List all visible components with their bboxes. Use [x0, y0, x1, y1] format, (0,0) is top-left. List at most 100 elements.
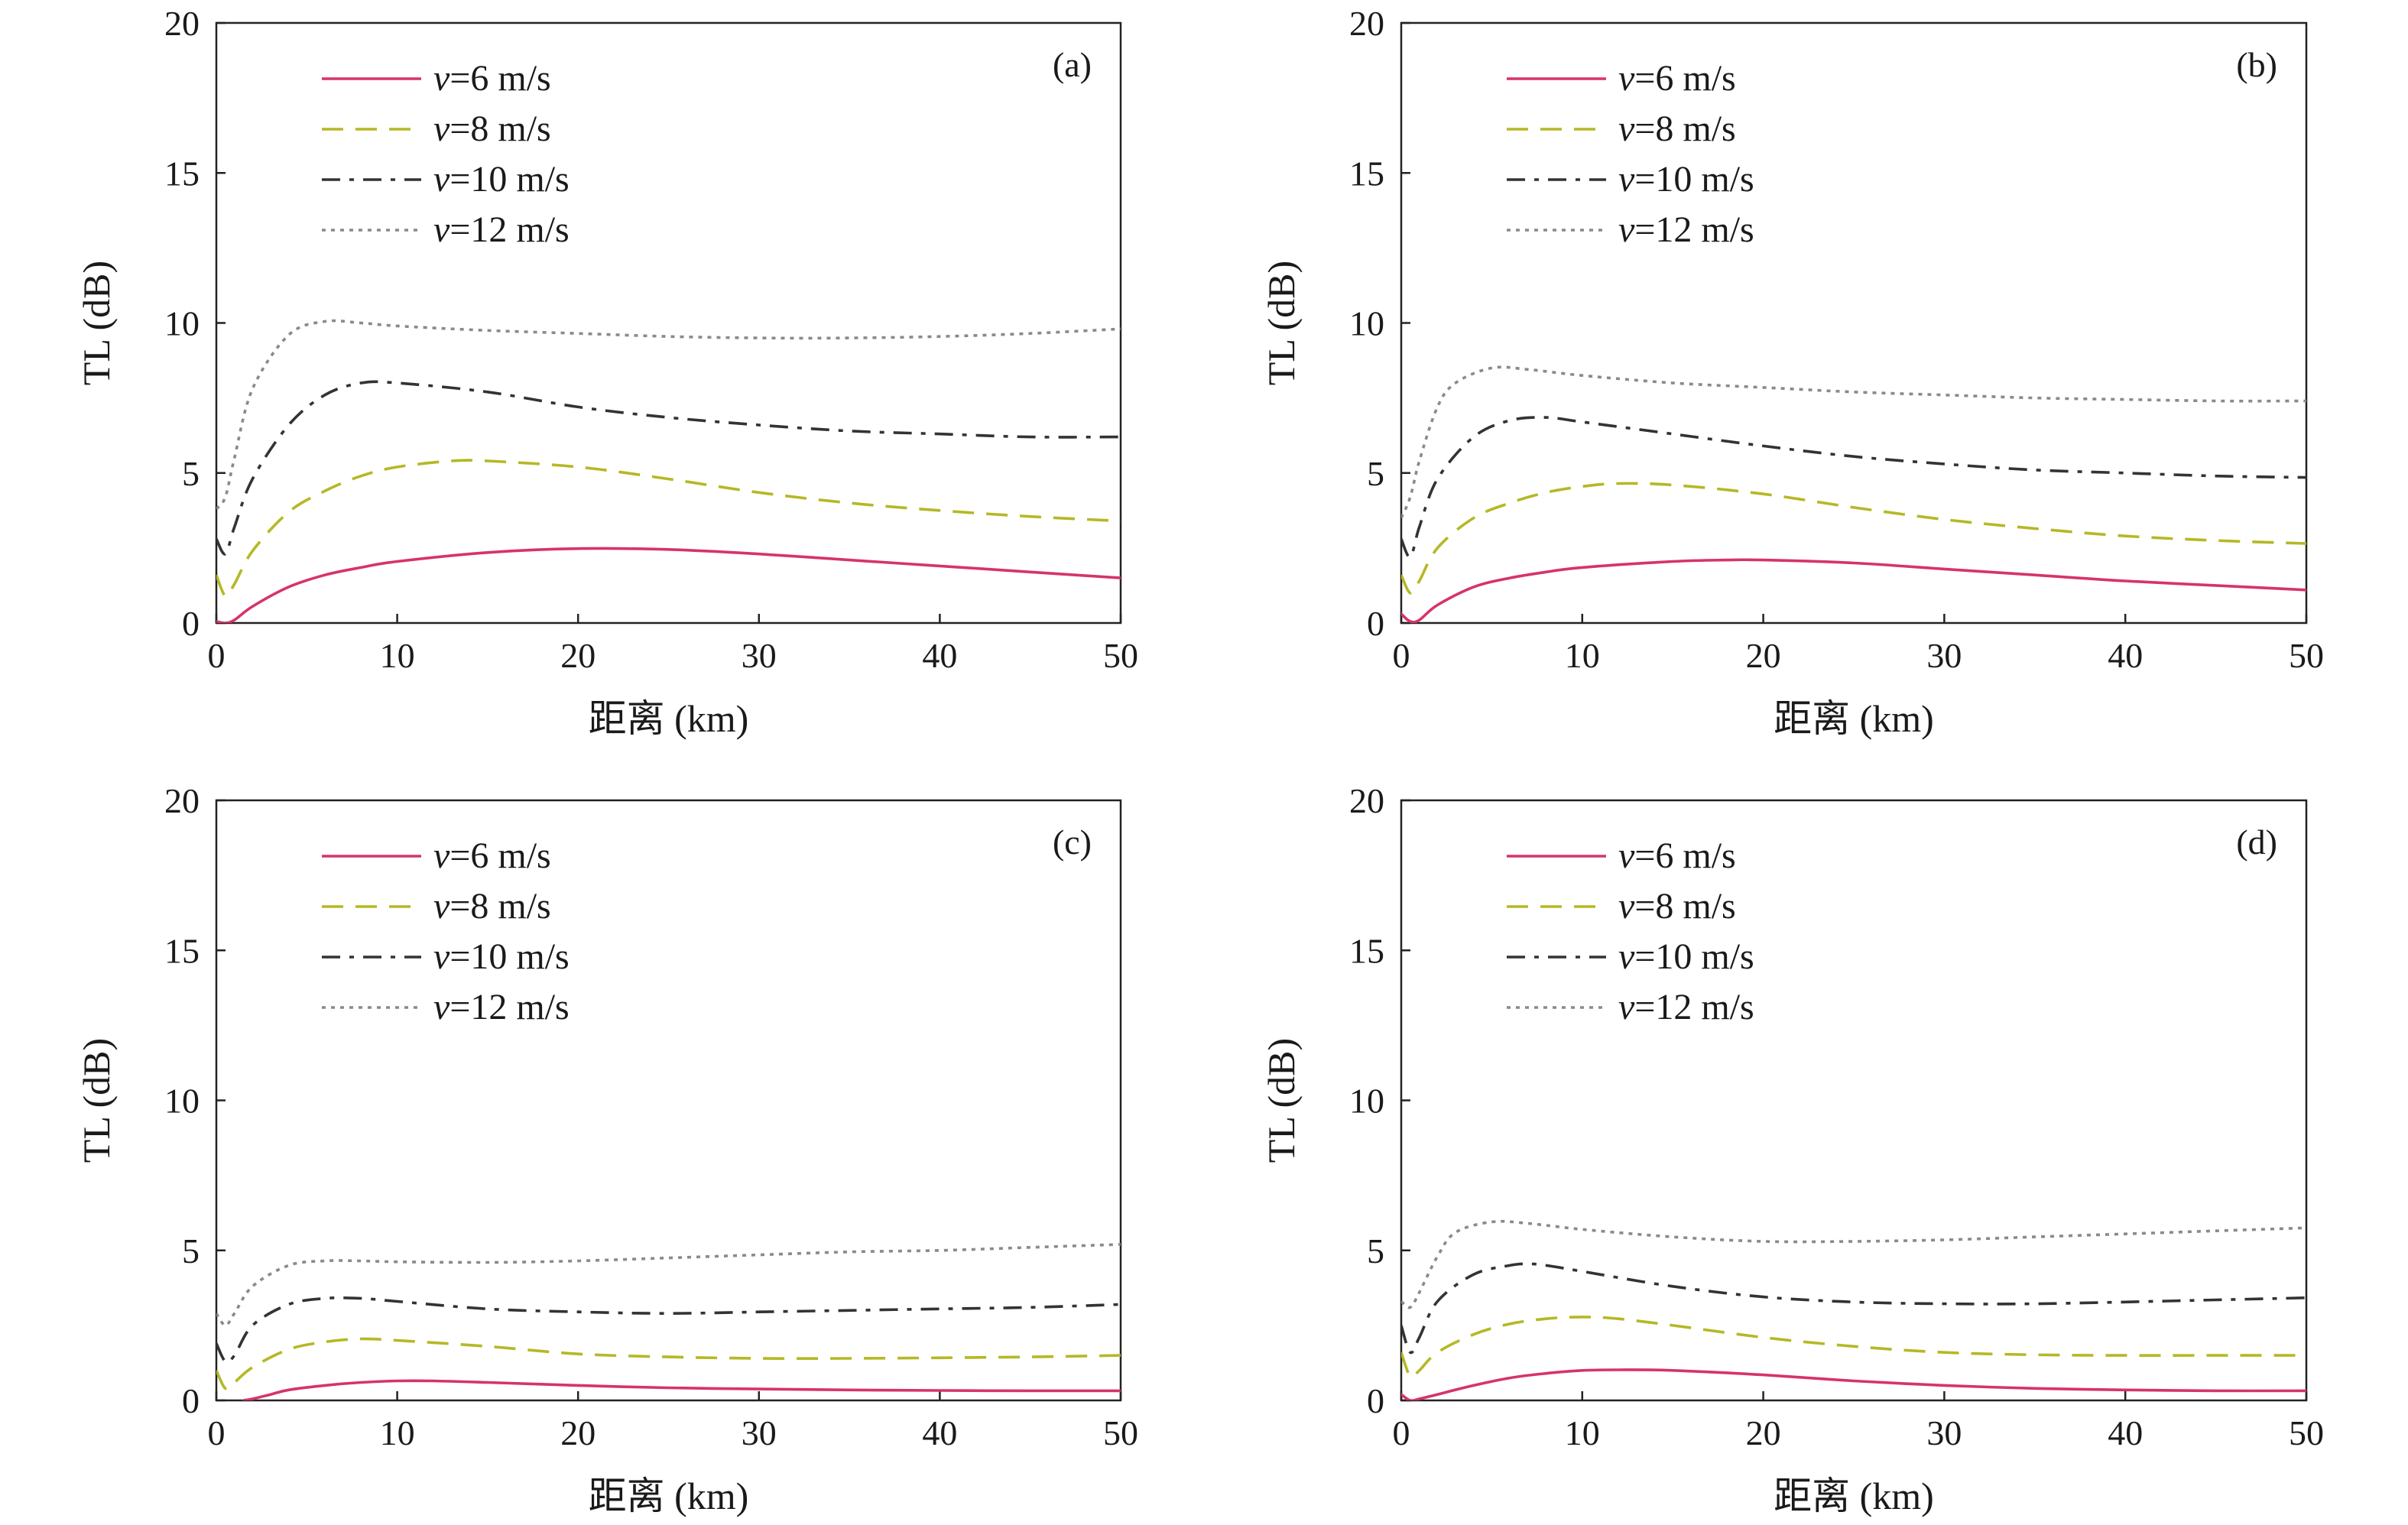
- y-tick-label: 10: [1349, 304, 1384, 343]
- y-tick-label: 20: [164, 781, 200, 820]
- x-tick-label: 20: [1746, 1413, 1781, 1452]
- x-tick-label: 20: [1746, 636, 1781, 675]
- legend-label: v=8 m/s: [433, 886, 551, 926]
- y-tick-label: 0: [1367, 604, 1384, 643]
- legend-label: v=8 m/s: [433, 109, 551, 149]
- series-line: [1401, 482, 2306, 595]
- y-tick-label: 15: [1349, 931, 1384, 970]
- y-tick-label: 5: [182, 1231, 200, 1270]
- y-tick-label: 15: [164, 154, 200, 193]
- x-tick-label: 30: [742, 636, 777, 675]
- y-tick-label: 5: [182, 454, 200, 493]
- x-tick-label: 0: [208, 636, 226, 675]
- y-tick-label: 5: [1367, 454, 1384, 493]
- plot-frame: [1400, 21, 2308, 625]
- y-tick-label: 20: [164, 4, 200, 43]
- x-axis-title: 距离 (km): [589, 697, 749, 740]
- x-tick-label: 50: [1103, 636, 1138, 675]
- series-line: [216, 1243, 1121, 1327]
- y-tick-label: 10: [1349, 1082, 1384, 1121]
- legend: v=6 m/s v=8 m/s v=10 m/s v=12 m/s: [322, 836, 570, 1027]
- y-axis-title: TL (dB): [1260, 261, 1303, 385]
- series-line: [1401, 1219, 2306, 1309]
- plot-frame: [215, 799, 1122, 1402]
- legend-label: v=12 m/s: [1618, 987, 1754, 1027]
- y-tick-label: 5: [1367, 1231, 1384, 1270]
- legend-label: v=8 m/s: [1618, 886, 1736, 926]
- panel-label: (a): [1053, 45, 1092, 84]
- legend-label: v=12 m/s: [433, 987, 570, 1027]
- x-tick-label: 30: [742, 1413, 777, 1452]
- x-tick-label: 10: [1565, 1413, 1600, 1452]
- series-line: [1401, 1368, 2306, 1400]
- x-tick-label: 50: [1103, 1413, 1138, 1452]
- legend-label: v=6 m/s: [433, 58, 551, 99]
- series-line: [1401, 416, 2306, 559]
- y-tick-label: 20: [1349, 781, 1384, 820]
- legend-label: v=10 m/s: [1618, 159, 1754, 200]
- legend-label: v=6 m/s: [1618, 58, 1736, 99]
- x-tick-label: 40: [922, 636, 957, 675]
- series-line: [1401, 558, 2306, 623]
- legend-label: v=6 m/s: [1618, 836, 1736, 876]
- y-tick-label: 20: [1349, 4, 1384, 43]
- chart-panel: 0 10 20 30 40 50 0 5 10 15 20 距离 (km) TL (dB) (d) v=6 …: [1260, 781, 2324, 1517]
- x-tick-label: 40: [922, 1413, 957, 1452]
- series-line: [216, 319, 1121, 511]
- y-tick-label: 15: [164, 931, 200, 970]
- series-line: [216, 1296, 1121, 1364]
- legend-label: v=6 m/s: [433, 836, 551, 876]
- chart-panel: 0 10 20 30 40 50 0 5 10 15 20 距离 (km) TL (dB) (b) v=6 …: [1260, 4, 2324, 740]
- x-tick-label: 20: [560, 636, 596, 675]
- x-tick-label: 20: [560, 1413, 596, 1452]
- legend: v=6 m/s v=8 m/s v=10 m/s v=12 m/s: [322, 58, 570, 250]
- legend-label: v=8 m/s: [1618, 109, 1736, 149]
- plot-frame: [1400, 799, 2308, 1402]
- chart-panel: 0 10 20 30 40 50 0 5 10 15 20 距离 (km) TL (dB) (c) v=6 …: [75, 781, 1138, 1517]
- x-tick-label: 10: [380, 1413, 415, 1452]
- y-axis-title: TL (dB): [1260, 1038, 1303, 1163]
- chart-panel: 0 10 20 30 40 50 0 5 10 15 20 距离 (km) TL (dB) (a) v=6 …: [75, 4, 1138, 740]
- x-axis-title: 距离 (km): [589, 1475, 749, 1517]
- y-axis-title: TL (dB): [75, 1038, 118, 1163]
- series-line: [216, 547, 1121, 623]
- y-tick-label: 0: [182, 1381, 200, 1420]
- x-tick-label: 10: [1565, 636, 1600, 675]
- x-axis-title: 距离 (km): [1774, 697, 1934, 740]
- y-tick-label: 10: [164, 1082, 200, 1121]
- x-tick-label: 50: [2289, 1413, 2324, 1452]
- x-tick-label: 0: [1393, 636, 1410, 675]
- panel-label: (d): [2236, 823, 2277, 861]
- legend: v=6 m/s v=8 m/s v=10 m/s v=12 m/s: [1507, 58, 1754, 250]
- legend-label: v=12 m/s: [433, 209, 570, 250]
- x-axis-title: 距离 (km): [1774, 1475, 1934, 1517]
- y-tick-label: 0: [1367, 1381, 1384, 1420]
- x-tick-label: 0: [208, 1413, 226, 1452]
- x-tick-label: 40: [2108, 1413, 2143, 1452]
- series-line: [1401, 1316, 2306, 1379]
- series-line: [216, 1337, 1121, 1390]
- x-tick-label: 40: [2108, 636, 2143, 675]
- x-tick-label: 30: [1926, 636, 1962, 675]
- panel-label: (c): [1053, 823, 1092, 861]
- legend-label: v=10 m/s: [433, 159, 570, 200]
- series-line: [216, 459, 1121, 598]
- y-axis-title: TL (dB): [75, 261, 118, 385]
- series-line: [216, 380, 1121, 556]
- y-tick-label: 0: [182, 604, 200, 643]
- x-tick-label: 10: [380, 636, 415, 675]
- series-line: [1401, 1262, 2306, 1355]
- x-tick-label: 50: [2289, 636, 2324, 675]
- x-tick-label: 30: [1926, 1413, 1962, 1452]
- legend-label: v=12 m/s: [1618, 209, 1754, 250]
- y-tick-label: 15: [1349, 154, 1384, 193]
- x-tick-label: 0: [1393, 1413, 1410, 1452]
- series-line: [1401, 365, 2306, 519]
- legend: v=6 m/s v=8 m/s v=10 m/s v=12 m/s: [1507, 836, 1754, 1027]
- legend-label: v=10 m/s: [1618, 936, 1754, 977]
- legend-label: v=10 m/s: [433, 936, 570, 977]
- panel-label: (b): [2236, 45, 2277, 84]
- series-line: [242, 1379, 1121, 1400]
- y-tick-label: 10: [164, 304, 200, 343]
